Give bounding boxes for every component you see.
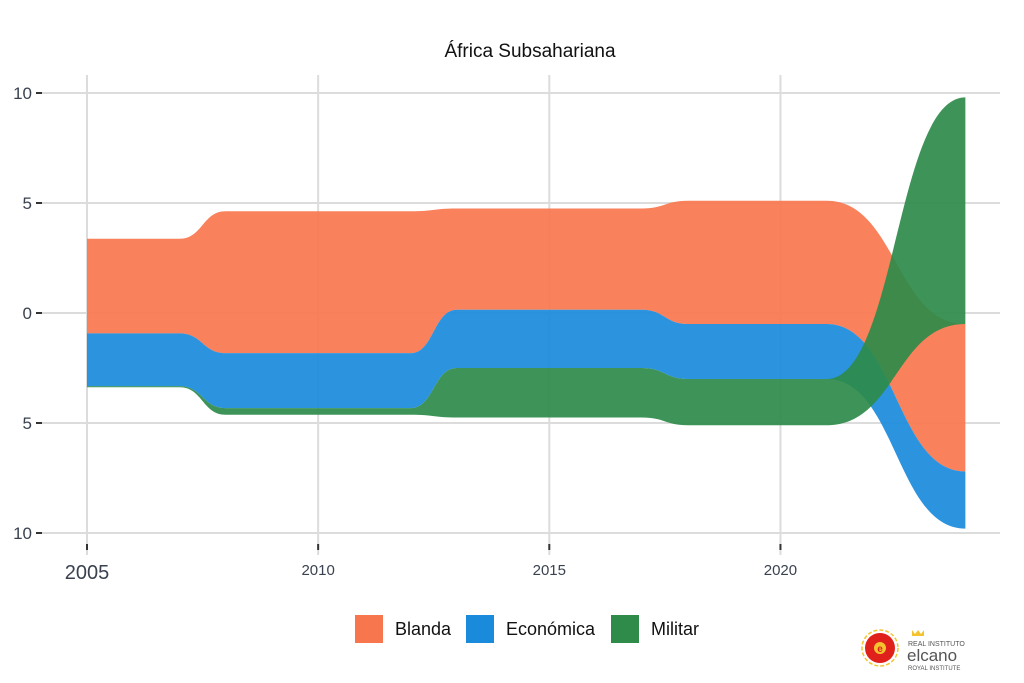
x-tick-label: 2005 [65,562,110,584]
legend-swatch [611,615,639,643]
legend-label: Militar [651,619,699,639]
legend-label: Económica [506,619,596,639]
y-tick-label: 5 [23,414,32,433]
y-tick-label: 10 [13,84,32,103]
logo-line1: REAL INSTITUTO [908,641,965,648]
svg-text:e: e [877,644,883,655]
legend-label: Blanda [395,619,452,639]
x-tick-label: 2015 [533,562,566,579]
stream-blanda [87,200,966,472]
x-tick-label: 2020 [764,562,797,579]
y-tick-label: 10 [13,524,32,543]
y-tick-label: 5 [23,194,32,213]
streams [87,97,966,529]
legend: Blanda Económica Militar [355,615,699,643]
legend-swatch [355,615,383,643]
stream-economica [87,309,966,529]
elcano-logo: e REAL INSTITUTO elcano ROYAL INSTITUTE [861,629,965,672]
legend-swatch [466,615,494,643]
logo-line2: elcano [907,646,957,665]
y-tick-label: 0 [23,304,32,323]
chart-title: África Subsahariana [444,41,616,62]
stream-militar [87,97,966,426]
axes: 10 5 0 5 10 2005 2010 2015 2020 [13,84,797,584]
x-tick-label: 2010 [301,562,334,579]
logo-line3: ROYAL INSTITUTE [908,666,960,672]
